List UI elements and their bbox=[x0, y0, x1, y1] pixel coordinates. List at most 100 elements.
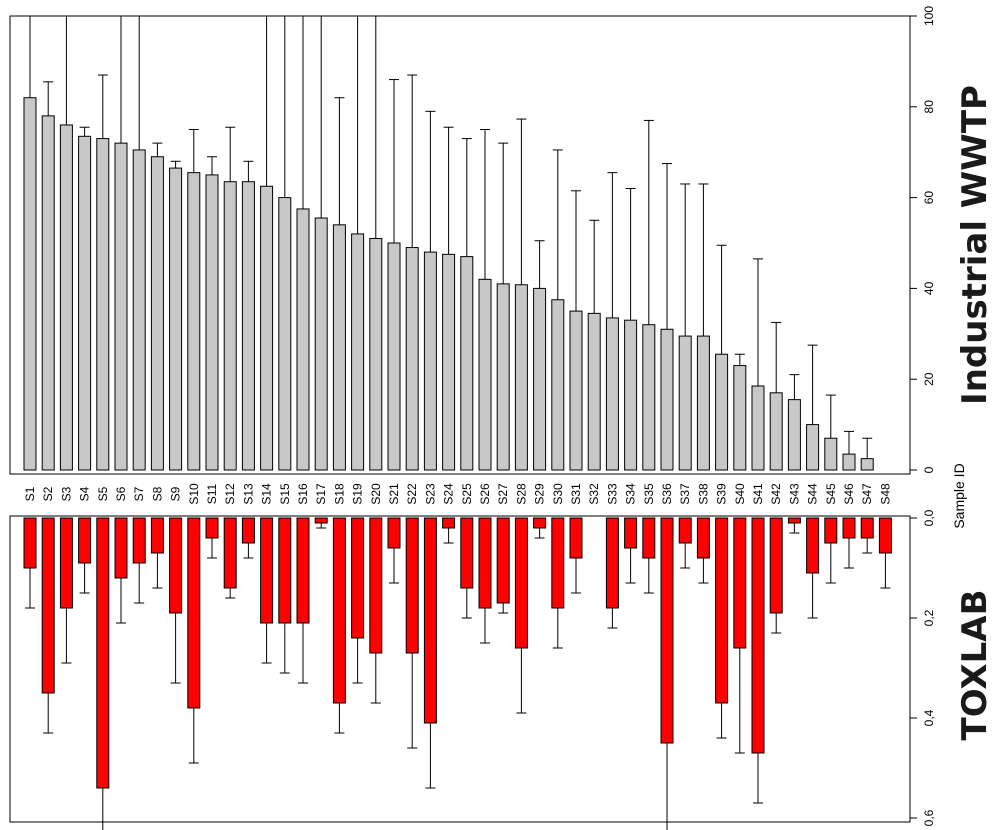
top-bar-S12 bbox=[223, 181, 237, 471]
bottom-errorbar-S38 bbox=[698, 558, 709, 584]
top-bar-S30 bbox=[551, 299, 565, 471]
bottom-errorbar-S36 bbox=[666, 743, 668, 830]
bottom-bar-S48 bbox=[878, 517, 892, 554]
top-bar-S33 bbox=[605, 317, 619, 471]
top-errorbar-S12 bbox=[225, 126, 236, 182]
top-errorbar-S13 bbox=[243, 160, 254, 182]
bottom-bar-S37 bbox=[678, 517, 692, 544]
sample-label-S9: S9 bbox=[169, 486, 183, 501]
bottom-errorbar-S30 bbox=[552, 608, 563, 649]
top-y-tick-label: 20 bbox=[922, 372, 936, 386]
bottom-y-axis: 0,0 0,2 0,4 0,6 bbox=[909, 509, 936, 826]
bottom-errorbar-S22 bbox=[407, 653, 418, 749]
bottom-errorbar-S15 bbox=[279, 623, 290, 674]
bottom-bar-S35 bbox=[642, 517, 656, 559]
bottom-errorbar-S44 bbox=[807, 573, 818, 619]
bottom-errorbar-S19 bbox=[352, 638, 363, 684]
bottom-bar-S3 bbox=[59, 517, 73, 609]
top-bar-S8 bbox=[150, 156, 164, 471]
top-bar-S11 bbox=[205, 174, 219, 471]
top-errorbar-S44 bbox=[807, 344, 818, 425]
sample-label-S24: S24 bbox=[442, 483, 456, 505]
top-errorbar-S8 bbox=[152, 142, 163, 157]
top-bar-S18 bbox=[332, 224, 346, 471]
sample-label-S33: S33 bbox=[605, 483, 619, 505]
bottom-bar-S26 bbox=[478, 517, 492, 609]
bottom-bar-S8 bbox=[150, 517, 164, 554]
bottom-errorbar-S25 bbox=[461, 588, 472, 619]
top-y-tick-label: 0 bbox=[922, 466, 936, 473]
top-errorbar-S10 bbox=[188, 129, 199, 173]
top-errorbar-S31 bbox=[571, 190, 581, 312]
bottom-bar-S38 bbox=[696, 517, 710, 559]
bottom-errorbar-S18 bbox=[334, 703, 345, 734]
top-y-axis: 0 20 40 60 80 100 bbox=[909, 6, 936, 473]
top-bar-S42 bbox=[769, 392, 783, 471]
bottom-errorbar-S23 bbox=[425, 723, 436, 789]
bottom-errorbar-S45 bbox=[825, 543, 836, 584]
top-bar-S47 bbox=[860, 458, 874, 471]
bottom-bar-S42 bbox=[769, 517, 783, 614]
top-errorbar-S45 bbox=[825, 394, 836, 439]
top-errorbar-S42 bbox=[771, 321, 782, 393]
bottom-bar-S30 bbox=[551, 517, 565, 609]
bottom-errorbar-S24 bbox=[443, 528, 454, 544]
bottom-errorbar-S7 bbox=[134, 563, 145, 604]
sample-label-S25: S25 bbox=[460, 483, 474, 505]
top-errorbar-S38 bbox=[698, 183, 709, 337]
toxlab-panel: 0,0 0,2 0,4 0,6 TOXLAB bbox=[9, 509, 995, 830]
top-errorbar-S22 bbox=[407, 74, 418, 248]
sample-label-S36: S36 bbox=[660, 483, 674, 505]
bottom-errorbar-S42 bbox=[771, 613, 782, 634]
top-errorbar-S37 bbox=[680, 183, 691, 337]
bottom-errorbar-S14 bbox=[261, 623, 272, 664]
bottom-errorbar-S28 bbox=[516, 648, 527, 714]
top-bar-S31 bbox=[569, 310, 583, 471]
bottom-bar-S39 bbox=[715, 517, 729, 704]
bottom-bar-S28 bbox=[514, 517, 528, 649]
sample-label-S42: S42 bbox=[769, 483, 783, 505]
top-errorbar-S18 bbox=[334, 97, 345, 225]
top-errorbar-S29 bbox=[534, 240, 545, 289]
top-errorbar-S11 bbox=[207, 156, 217, 175]
bottom-errorbar-S12 bbox=[225, 588, 236, 599]
bottom-bar-S31 bbox=[569, 517, 583, 559]
top-errorbar-S35 bbox=[643, 119, 654, 325]
sample-label-S45: S45 bbox=[824, 483, 838, 505]
top-errorbar-S28 bbox=[516, 118, 527, 285]
bottom-errorbar-S47 bbox=[862, 538, 873, 554]
sample-label-S17: S17 bbox=[314, 483, 328, 505]
top-bar-S3 bbox=[59, 124, 73, 471]
bottom-y-tick-label: 0,2 bbox=[922, 609, 936, 626]
bottom-bar-S17 bbox=[314, 517, 328, 524]
top-errorbar-S41 bbox=[753, 258, 763, 387]
bottom-errorbar-S1 bbox=[25, 568, 35, 609]
top-errorbar-S43 bbox=[789, 374, 800, 400]
bottom-errorbar-S34 bbox=[625, 548, 636, 584]
sample-label-S37: S37 bbox=[678, 483, 692, 505]
bottom-errorbar-S29 bbox=[534, 528, 545, 539]
bottom-errorbar-S27 bbox=[498, 603, 509, 614]
sample-label-S26: S26 bbox=[478, 483, 492, 505]
top-errorbar-S24 bbox=[443, 126, 454, 255]
sample-label-S35: S35 bbox=[642, 483, 656, 505]
bottom-errorbar-S9 bbox=[170, 613, 181, 684]
top-errorbar-S33 bbox=[607, 172, 618, 318]
sample-label-S46: S46 bbox=[842, 483, 856, 505]
industrial-wwtp-panel: 0 20 40 60 80 100 Industrial WWTP bbox=[9, 6, 995, 475]
sample-label-S44: S44 bbox=[806, 483, 820, 505]
bottom-bars bbox=[23, 517, 892, 789]
sample-label-S32: S32 bbox=[587, 483, 601, 505]
top-errorbar-S46 bbox=[844, 430, 854, 455]
sample-label-S3: S3 bbox=[59, 486, 73, 501]
top-bar-S6 bbox=[114, 142, 128, 471]
sample-label-S48: S48 bbox=[878, 483, 892, 505]
bottom-bar-S16 bbox=[296, 517, 310, 624]
top-chart-title: Industrial WWTP bbox=[955, 85, 995, 405]
bottom-bar-S25 bbox=[460, 517, 474, 589]
top-bar-S35 bbox=[642, 324, 656, 471]
bottom-bar-S14 bbox=[260, 517, 274, 624]
bottom-bar-S7 bbox=[132, 517, 146, 564]
top-bar-S2 bbox=[41, 115, 55, 471]
top-bar-S15 bbox=[278, 197, 292, 471]
